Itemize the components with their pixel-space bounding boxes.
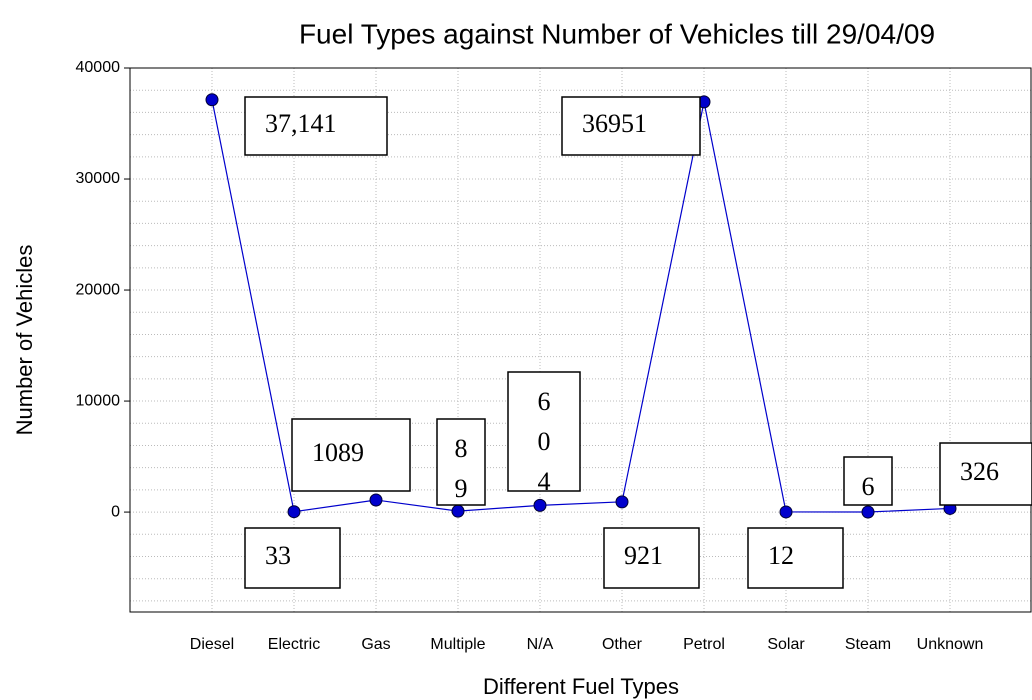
data-point [615,495,629,509]
data-label: 6 0 4 [538,387,551,496]
data-line [211,99,951,513]
label-char: 9 [455,474,468,503]
data-label-box: 36951 [561,96,701,156]
data-label-box: 37,141 [244,96,388,156]
y-tick-label: 0 [111,503,120,520]
data-point [369,493,383,507]
label-char: 6 [538,387,551,416]
x-tick-label: Multiple [430,636,485,653]
label-box [244,96,388,156]
data-label: 326 [960,457,999,486]
data-point [451,504,465,518]
data-label-box: 12 [747,527,844,589]
y-tick-label: 40000 [76,59,121,76]
x-tick-label: Other [602,636,643,653]
x-tick-label: Gas [361,636,390,653]
x-tick-label: Steam [845,636,891,653]
data-point [861,505,875,519]
data-label: 921 [624,541,663,570]
x-tick-label: Petrol [683,636,725,653]
label-box [561,96,701,156]
x-tick-label: N/A [527,636,554,653]
label-box [436,418,486,506]
label-box [603,527,700,589]
data-label-box: 33 [244,527,341,589]
data-label-box: 6 0 4 [507,371,581,496]
x-tick-label: Unknown [917,636,984,653]
data-label: 6 [862,472,875,501]
data-label: 36951 [582,109,647,138]
label-box [291,418,411,492]
data-point [205,93,219,107]
data-label-box: 921 [603,527,700,589]
label-box [244,527,341,589]
x-axis-label: Different Fuel Types [483,674,679,699]
label-char: 0 [538,427,551,456]
y-axis-label: Number of Vehicles [12,245,37,436]
label-box [843,456,893,506]
label-box [507,371,581,492]
data-label: 1089 [312,438,364,467]
data-label-box: 1089 [291,418,411,492]
data-label: 37,141 [265,109,337,138]
y-tick-label: 20000 [76,281,121,298]
x-tick-label: Solar [767,636,805,653]
data-label: 12 [768,541,794,570]
y-tick-label: 10000 [76,392,121,409]
chart-title: Fuel Types against Number of Vehicles ti… [299,18,935,49]
label-box [939,442,1032,506]
data-label-box: 6 [843,456,893,506]
label-char: 4 [538,467,551,496]
data-label-box: 326 [939,442,1032,506]
plot-frame [129,67,1032,613]
label-char: 8 [455,434,468,463]
data-point [287,505,301,519]
x-tick-label: Diesel [190,636,234,653]
data-point [533,498,547,512]
x-tick-label: Electric [268,636,320,653]
y-tick-label: 30000 [76,170,121,187]
data-label: 33 [265,541,291,570]
data-point [779,505,793,519]
label-box [747,527,844,589]
